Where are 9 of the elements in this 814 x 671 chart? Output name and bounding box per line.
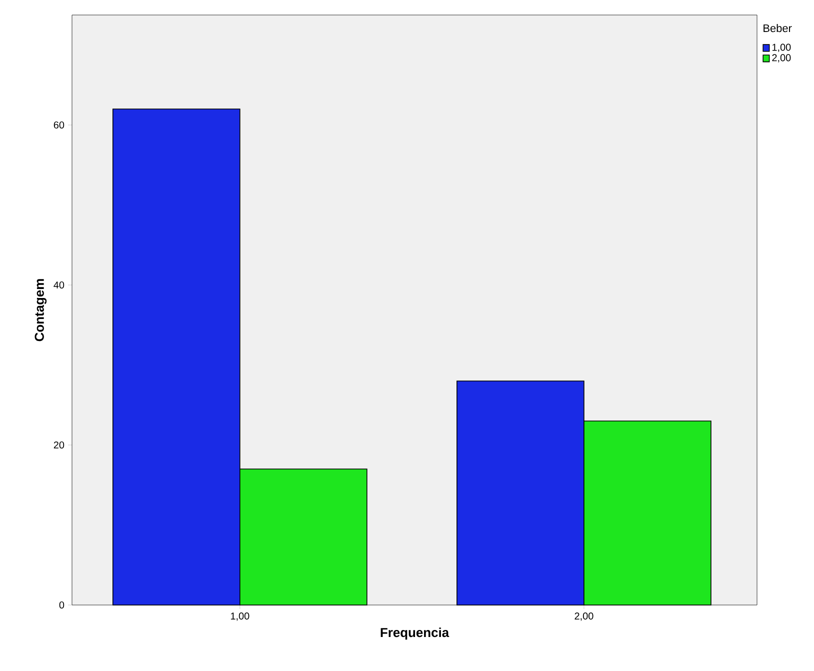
x-axis-title: Frequencia bbox=[380, 628, 450, 640]
y-axis-title: Contagem bbox=[34, 279, 47, 342]
legend-label: 2,00 bbox=[772, 54, 791, 62]
y-tick-label: 60 bbox=[54, 121, 64, 129]
y-tick-label: 0 bbox=[59, 601, 64, 609]
y-tick-label: 40 bbox=[54, 281, 64, 289]
legend-title: Beber bbox=[764, 24, 792, 32]
y-tick-label: 20 bbox=[54, 441, 64, 449]
legend-label: 1,00 bbox=[772, 44, 791, 52]
